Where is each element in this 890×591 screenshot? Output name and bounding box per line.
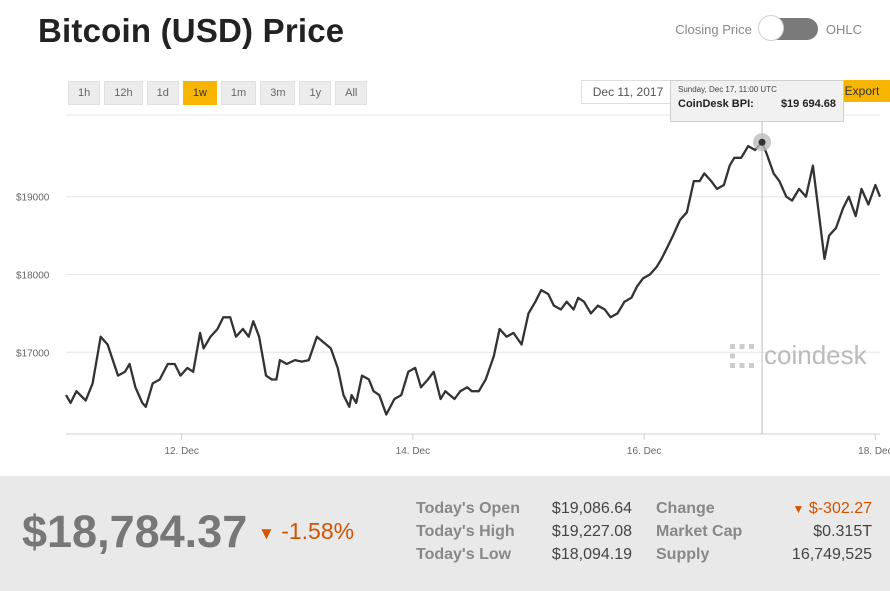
- date-picker-input[interactable]: Dec 11, 2017: [581, 80, 675, 104]
- supply-value: 16,749,525: [791, 546, 872, 563]
- market-cap-label: Market Cap: [656, 523, 743, 540]
- market-stats: Change ▼ $-302.27 Market Cap $0.315T Sup…: [656, 500, 872, 569]
- today-high-label: Today's High: [416, 523, 515, 540]
- tooltip-label: CoinDesk BPI:: [678, 98, 754, 110]
- price-line-chart: $17000 $18000 $19000 12. Dec 14. Dec 16. Dec…: [16, 114, 890, 457]
- price-mode-toggle[interactable]: [757, 15, 818, 41]
- x-tick-label: 14. Dec: [396, 446, 430, 457]
- time-range-bar: 1h 12h 1d 1w 1m 3m 1y All: [68, 81, 368, 105]
- change-down-icon: ▼: [792, 502, 805, 516]
- range-button-12h[interactable]: 12h: [104, 81, 143, 105]
- x-tick-label: 12. Dec: [164, 446, 198, 457]
- watermark-text: coindesk: [764, 340, 867, 370]
- price-series-line: [65, 141, 882, 416]
- y-tick-label: $18000: [16, 271, 50, 282]
- chart-gridlines: [66, 114, 880, 435]
- supply-label: Supply: [656, 546, 710, 563]
- today-open-label: Today's Open: [416, 500, 520, 517]
- range-button-All[interactable]: All: [335, 81, 368, 105]
- market-cap-value: $0.315T: [813, 523, 872, 540]
- y-tick-label: $17000: [16, 348, 50, 359]
- x-tick-label: 18. Dec: [858, 446, 890, 457]
- y-axis-ticks: $17000 $18000 $19000: [16, 193, 50, 360]
- y-tick-label: $19000: [16, 193, 50, 204]
- price-summary-panel: $18,784.37 ▼ -1.58% Today's Open $19,086…: [0, 476, 890, 591]
- price-mode-toggle-group: Closing Price OHLC: [667, 15, 870, 41]
- coindesk-watermark: coindesk: [728, 340, 867, 371]
- current-price: $18,784.37: [22, 506, 248, 557]
- down-triangle-icon: ▼: [258, 524, 275, 543]
- price-change-percent: ▼ -1.58%: [258, 518, 354, 545]
- today-high-value: $19,227.08: [551, 523, 632, 540]
- change-value-text: $-302.27: [808, 500, 872, 517]
- today-low-label: Today's Low: [416, 546, 512, 563]
- range-button-3m[interactable]: 3m: [260, 81, 296, 105]
- export-button[interactable]: Export: [834, 80, 890, 102]
- range-button-1y[interactable]: 1y: [299, 81, 332, 105]
- coindesk-logo-icon: [728, 342, 756, 370]
- change-label: Change: [656, 500, 715, 517]
- today-open-value: $19,086.64: [551, 500, 632, 517]
- range-button-1d[interactable]: 1d: [146, 81, 179, 105]
- hover-point: [758, 138, 766, 146]
- price-change-percent-value: -1.58%: [281, 518, 355, 544]
- x-tick-label: 16. Dec: [627, 446, 661, 457]
- today-stats: Today's Open $19,086.64 Today's High $19…: [416, 500, 632, 569]
- tooltip-datetime: Sunday, Dec 17, 11:00 UTC: [678, 85, 777, 94]
- tooltip-value: $19 694.68: [780, 98, 836, 110]
- price-tooltip: Sunday, Dec 17, 11:00 UTC CoinDesk BPI: …: [670, 80, 844, 122]
- range-button-1h[interactable]: 1h: [68, 81, 101, 105]
- x-axis-ticks: 12. Dec 14. Dec 16. Dec 18. Dec: [164, 434, 890, 457]
- toggle-knob[interactable]: [757, 15, 784, 41]
- toggle-label-closing: Closing Price: [675, 21, 752, 37]
- change-value: ▼ $-302.27: [756, 500, 872, 523]
- today-low-value: $18,094.19: [551, 546, 632, 563]
- toggle-label-ohlc: OHLC: [825, 21, 862, 37]
- range-button-1m[interactable]: 1m: [220, 81, 257, 105]
- range-button-1w[interactable]: 1w: [182, 81, 217, 105]
- page-title: Bitcoin (USD) Price: [38, 12, 345, 49]
